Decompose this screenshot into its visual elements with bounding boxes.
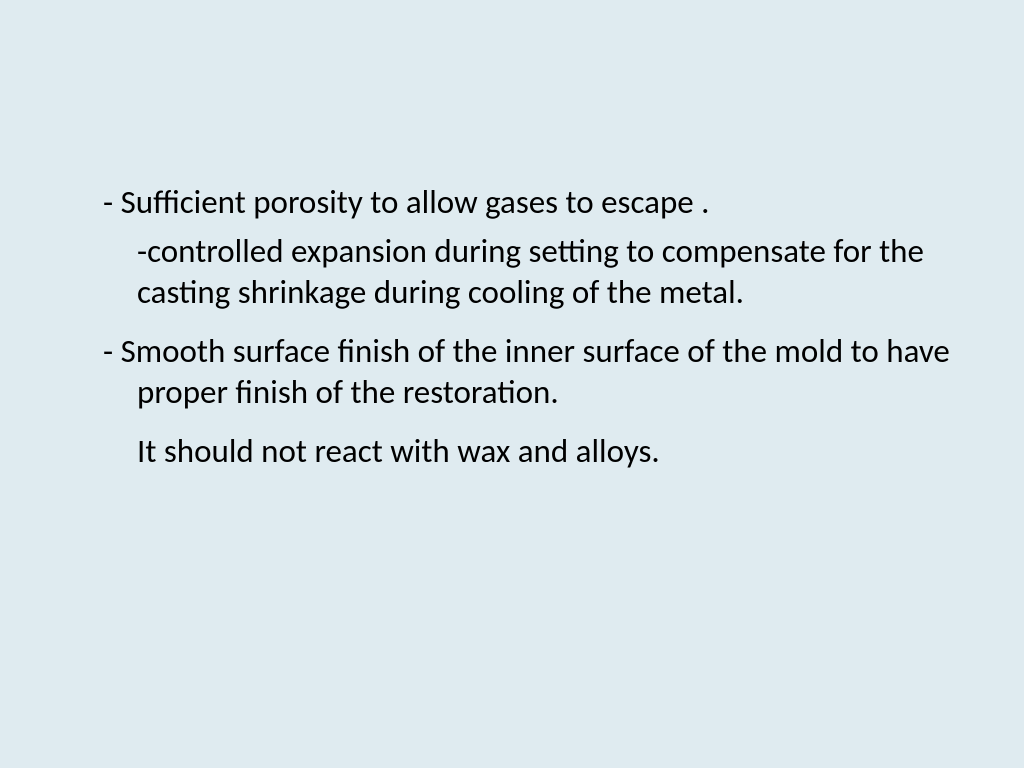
text-line: - Smooth surface finish of the inner sur… (103, 331, 950, 412)
text-line: -controlled expansion during setting to … (137, 231, 924, 312)
text-line: It should not react with wax and alloys. (137, 431, 660, 471)
bullet-porosity: - Sufficient porosity to allow gases to … (103, 182, 964, 223)
spacer (103, 321, 964, 331)
bullet-expansion: -controlled expansion during setting to … (103, 231, 964, 313)
bullet-no-reaction: It should not react with wax and alloys. (103, 431, 964, 472)
text-line: - Sufficient porosity to allow gases to … (103, 182, 710, 222)
bullet-smooth-surface: - Smooth surface finish of the inner sur… (103, 331, 964, 413)
slide: - Sufficient porosity to allow gases to … (0, 0, 1024, 768)
spacer (103, 421, 964, 431)
